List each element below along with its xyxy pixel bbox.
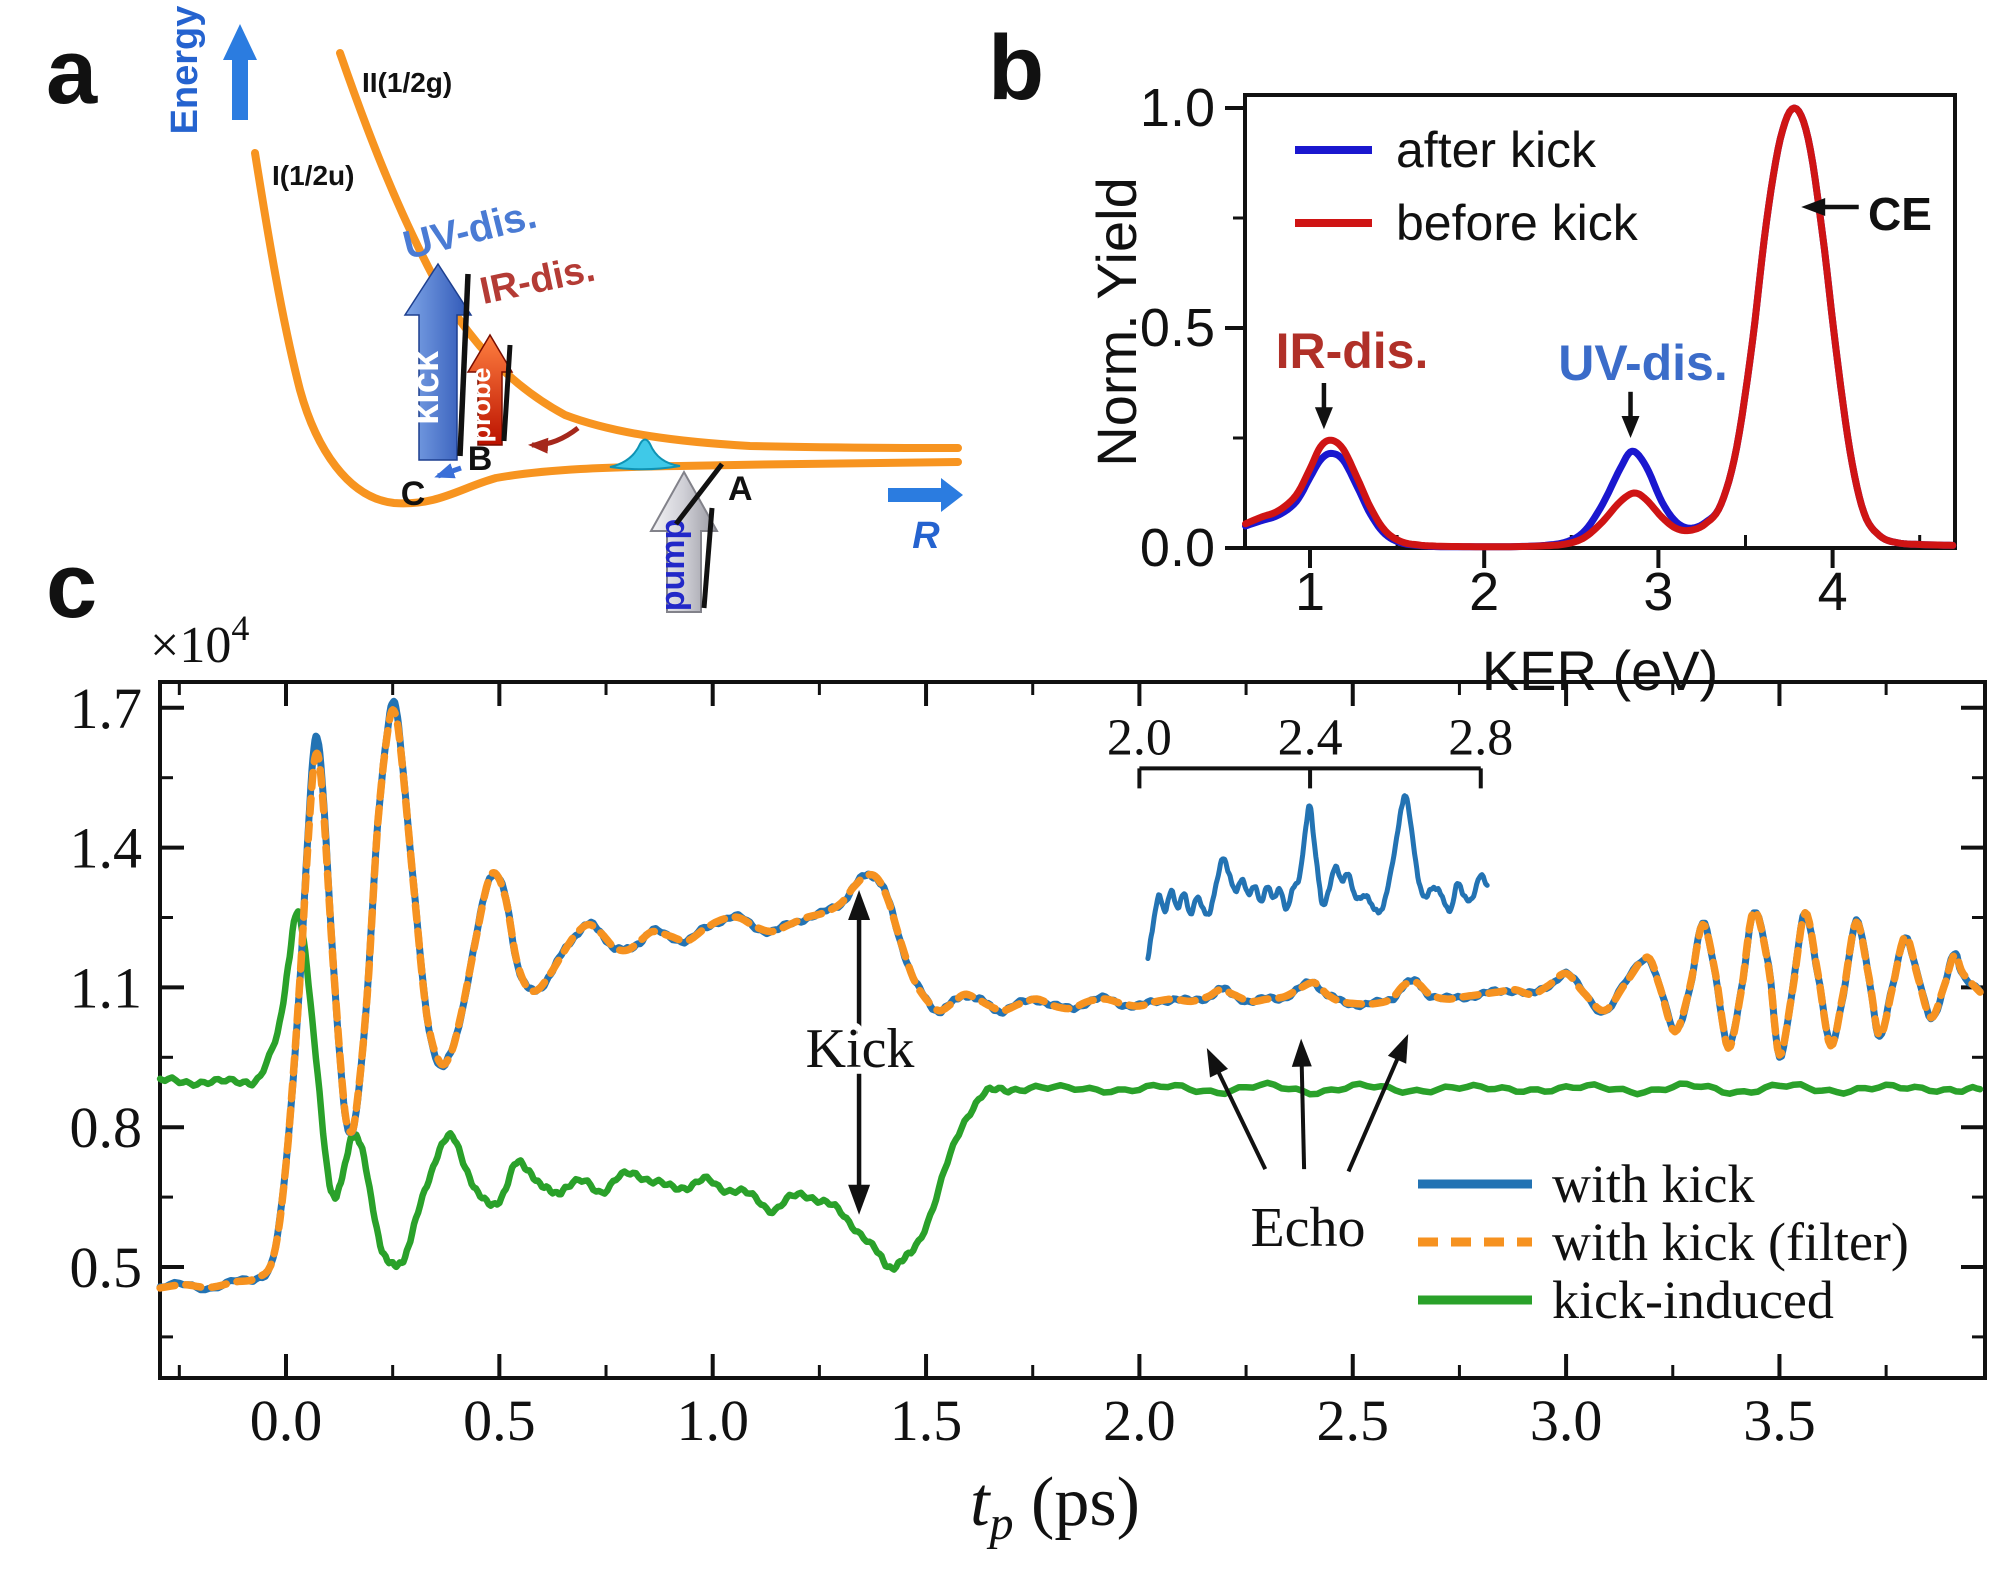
echo-annotation: Echo	[1250, 1197, 1365, 1259]
inset-tick-label: 2.0	[1107, 709, 1172, 766]
uv-dissociation-label: UV-dis.	[399, 193, 541, 268]
x-tick-label: 2.0	[1103, 1388, 1176, 1453]
ir-peak-annotation: IR-dis.	[1276, 323, 1429, 379]
r-axis-arrow	[888, 478, 963, 512]
panel-c-generated: 0.0 0.5 1.0 1.5 2.0 2.5 3.0 3.5 0.5 0.8 1.1 1.4 1.7 2…	[70, 676, 1987, 1453]
x-tick-label: 0.5	[463, 1388, 536, 1453]
ce-peak-annotation: CE	[1868, 188, 1932, 240]
legend-label-2: kick-induced	[1552, 1270, 1834, 1330]
pump-transition-line	[701, 507, 715, 609]
probe-transition-line	[501, 344, 513, 442]
x-tick-label: 2	[1469, 562, 1499, 622]
x-tick-label: 3	[1643, 562, 1673, 622]
x-tick-label: 1.0	[676, 1388, 749, 1453]
series-echo-zoom-inset	[1145, 793, 1490, 961]
x-tick-label: 2.5	[1317, 1388, 1390, 1453]
upper-potential-curve	[336, 49, 962, 452]
echo-arrow-0-head	[1206, 1047, 1228, 1078]
inset-tick-label: 2.4	[1278, 709, 1343, 766]
y-tick-label: 0.5	[1140, 298, 1215, 358]
kick-depth-annotation: Kick	[806, 1018, 915, 1080]
x-tick-label: 1.5	[890, 1388, 963, 1453]
y-tick-label: 1.0	[1140, 78, 1215, 138]
panel-b-chart: 1 2 3 4 0.0 0.5 1.0 after kick before kick Norm.…	[1085, 78, 1957, 702]
kick-arrow	[403, 262, 473, 461]
lower-curve-label: I(1/2u)	[272, 160, 354, 191]
panel-c-label: c	[46, 535, 98, 637]
uv-annotation-arrow-head	[1621, 416, 1640, 438]
series-kick-induced	[156, 908, 1984, 1273]
y-tick-label: 0.0	[1140, 518, 1215, 578]
echo-arrow-1	[1299, 1064, 1307, 1170]
y-tick-label: 1.4	[70, 816, 143, 881]
echo-arrow-2	[1346, 1057, 1400, 1173]
point-a-label: A	[728, 470, 753, 508]
panel-c-xlabel: tp (ps)	[970, 1464, 1140, 1550]
panel-b-frame	[1243, 93, 1957, 550]
inset-tick-label: 2.8	[1448, 709, 1513, 766]
recurrence-arrow	[528, 426, 580, 454]
y-tick-label: 0.8	[70, 1095, 143, 1160]
panel-a-diagram: Energy II(1/2g) I(1/2u) kick probe pump …	[164, 6, 963, 613]
b-to-c-arrow	[434, 463, 462, 479]
series-with-kick-filter-	[156, 706, 1984, 1292]
energy-axis-arrow	[223, 24, 257, 120]
x-tick-label: 0.0	[250, 1388, 323, 1453]
probe-arrow	[466, 333, 514, 446]
panel-b-xlabel: KER (eV)	[1482, 639, 1719, 702]
point-c-label: C	[401, 475, 426, 513]
echo-arrow-0	[1216, 1070, 1268, 1171]
y-tick-label: 1.7	[70, 676, 143, 741]
kick-arrow-label: kick	[405, 350, 447, 425]
kick-transition-line	[457, 273, 471, 457]
y-tick-label: 0.5	[70, 1235, 143, 1300]
x-tick-label: 1	[1295, 562, 1325, 622]
point-a-line	[674, 462, 724, 526]
energy-axis-label: Energy	[164, 6, 206, 135]
legend-label-0: with kick	[1552, 1154, 1754, 1214]
probe-arrow-label: probe	[466, 367, 496, 442]
legend-label-0: after kick	[1396, 122, 1597, 178]
r-axis-label: R	[912, 515, 940, 557]
pump-arrow-label: pump	[654, 519, 692, 612]
kick-arrow-head-down	[848, 1184, 871, 1215]
panel-b-label: b	[988, 17, 1045, 119]
series-before-kick	[1242, 104, 1957, 551]
panel-b-generated: 1 2 3 4 0.0 0.5 1.0 after kick before kick	[1140, 78, 1957, 622]
x-tick-label: 3.0	[1530, 1388, 1603, 1453]
panel-b-ylabel: Norm. Yield	[1085, 177, 1148, 466]
kick-arrow-head-up	[848, 890, 871, 920]
panel-c-chart: 0.0 0.5 1.0 1.5 2.0 2.5 3.0 3.5 0.5 0.8 1.1 1.4 1.7 2…	[70, 608, 1987, 1550]
panel-c-frame	[158, 680, 1987, 1380]
panel-c-offset-label: ×104	[150, 608, 249, 674]
point-b-label: B	[468, 440, 493, 478]
ir-annotation-arrow-head	[1314, 407, 1333, 430]
y-tick-label: 1.1	[70, 955, 143, 1020]
echo-arrow-1-head	[1291, 1038, 1312, 1067]
ce-annotation-arrow-head	[1801, 198, 1826, 216]
echo-arrow-2-head	[1387, 1034, 1409, 1064]
x-tick-label: 3.5	[1743, 1388, 1816, 1453]
lower-potential-curve	[251, 149, 962, 508]
x-tick-label: 4	[1818, 562, 1848, 622]
uv-peak-annotation: UV-dis.	[1558, 335, 1727, 391]
legend-label-1: with kick (filter)	[1552, 1212, 1909, 1272]
legend-label-1: before kick	[1396, 195, 1639, 251]
wavepacket-icon	[609, 438, 681, 471]
ir-dissociation-label: IR-dis.	[476, 248, 598, 313]
upper-curve-label: II(1/2g)	[362, 67, 452, 98]
panel-a-label: a	[46, 21, 98, 123]
pump-arrow	[649, 469, 719, 613]
